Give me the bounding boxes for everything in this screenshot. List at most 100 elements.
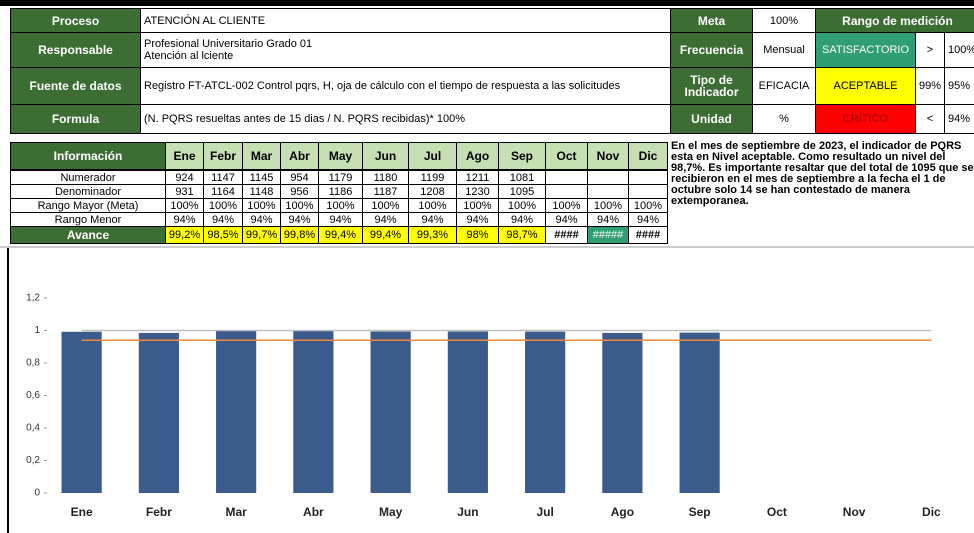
row-value: 924	[165, 170, 204, 185]
row-value: 94%	[203, 212, 243, 227]
range-symbol: >	[915, 32, 945, 68]
row-value: 94%	[545, 212, 588, 227]
separator	[0, 246, 974, 248]
month-header: May	[318, 142, 363, 170]
row-value: 100%	[587, 198, 629, 213]
row-value: 100%	[545, 198, 588, 213]
field-value: Profesional Universitario Grado 01 Atenci…	[140, 32, 671, 68]
top-border	[0, 0, 974, 6]
month-header: Ene	[165, 142, 204, 170]
row-value: 94%	[242, 212, 281, 227]
x-tick-label: Abr	[303, 505, 324, 519]
row-value: 1179	[318, 170, 363, 185]
value-line: Profesional Universitario Grado 01	[144, 38, 313, 50]
value-line: Atención al lciente	[144, 50, 234, 62]
row-value: 1164	[203, 184, 243, 199]
y-tick-label: 0,4	[26, 423, 40, 434]
field-value: Mensual	[752, 32, 816, 68]
x-tick-label: Sep	[689, 505, 711, 519]
y-tick-label: 0	[34, 488, 40, 499]
y-tick-label: 0,2	[26, 455, 40, 466]
row-value: 94%	[362, 212, 409, 227]
chart: 0 0,2 0,4 0,6 0,8 1 1,2 Ene Febr Mar Abr May Jun Jul A…	[7, 248, 941, 533]
bar	[216, 330, 257, 493]
row-value: 931	[165, 184, 204, 199]
range-value: 95%	[944, 67, 974, 105]
month-header: Ago	[456, 142, 499, 170]
month-header: Dic	[628, 142, 668, 170]
row-value: 1211	[456, 170, 499, 185]
row-value: 99,3%	[408, 226, 457, 244]
range-title: Rango de medición	[815, 8, 974, 33]
month-header: Jun	[362, 142, 409, 170]
row-value: 954	[280, 170, 319, 185]
row-value: 1230	[456, 184, 499, 199]
field-value: EFICACIA	[752, 67, 816, 105]
x-tick-label: Ene	[71, 505, 93, 519]
field-value: %	[752, 104, 816, 134]
row-value	[545, 184, 588, 199]
field-label: Fuente de datos	[10, 67, 141, 105]
row-value: 98,7%	[498, 226, 546, 244]
month-header: Abr	[280, 142, 319, 170]
row-value: 1186	[318, 184, 363, 199]
row-label: Rango Menor	[10, 212, 166, 227]
row-label: Rango Mayor (Meta)	[10, 198, 166, 213]
row-value: 956	[280, 184, 319, 199]
field-value: (N. PQRS resueltas antes de 15 dias / N.…	[140, 104, 671, 134]
bar	[525, 331, 566, 493]
month-header: Oct	[545, 142, 588, 170]
bar	[61, 331, 102, 493]
range-symbol: <	[915, 104, 945, 134]
row-value: 94%	[165, 212, 204, 227]
row-value: 100%	[280, 198, 319, 213]
row-value: 98,5%	[203, 226, 243, 244]
range-level: SATISFACTORIO	[815, 32, 916, 68]
x-tick-label: Dic	[922, 505, 941, 519]
row-value: 100%	[203, 198, 243, 213]
row-value: 94%	[628, 212, 668, 227]
row-value: 94%	[318, 212, 363, 227]
row-value	[628, 184, 668, 199]
field-label: Formula	[10, 104, 141, 134]
month-header: Mar	[242, 142, 281, 170]
field-value: ATENCIÓN AL CLIENTE	[140, 8, 671, 33]
row-value: 99,4%	[362, 226, 409, 244]
y-tick-label: 0,6	[26, 390, 40, 401]
row-value: 1147	[203, 170, 243, 185]
row-value: 99,2%	[165, 226, 204, 244]
row-value: 1180	[362, 170, 409, 185]
x-tick-label: Ago	[611, 505, 634, 519]
range-symbol: 99%	[915, 67, 945, 105]
field-label: Meta	[670, 8, 753, 33]
month-header: Nov	[587, 142, 629, 170]
x-tick-label: Jun	[457, 505, 478, 519]
row-label: Denominador	[10, 184, 166, 199]
row-value	[587, 170, 629, 185]
range-value: 100%	[944, 32, 974, 68]
field-label: Proceso	[10, 8, 141, 33]
bar	[602, 332, 643, 493]
row-value	[545, 170, 588, 185]
x-tick-label: Mar	[225, 505, 247, 519]
y-tick-label: 1,2	[26, 293, 40, 304]
x-tick-label: Jul	[536, 505, 553, 519]
month-header: Sep	[498, 142, 546, 170]
row-value: 94%	[498, 212, 546, 227]
row-value: 100%	[628, 198, 668, 213]
field-value: 100%	[752, 8, 816, 33]
row-label: Numerador	[10, 170, 166, 185]
row-value: 94%	[456, 212, 499, 227]
info-header: Información	[10, 142, 166, 170]
row-value: 1208	[408, 184, 457, 199]
bar	[370, 331, 411, 493]
row-value: 100%	[362, 198, 409, 213]
row-value: 100%	[498, 198, 546, 213]
y-tick-label: 0,8	[26, 358, 40, 369]
row-value: 100%	[318, 198, 363, 213]
range-value: 94%	[944, 104, 974, 134]
bar	[447, 331, 488, 493]
x-tick-label: Oct	[767, 505, 787, 519]
row-value: #####	[587, 226, 629, 244]
